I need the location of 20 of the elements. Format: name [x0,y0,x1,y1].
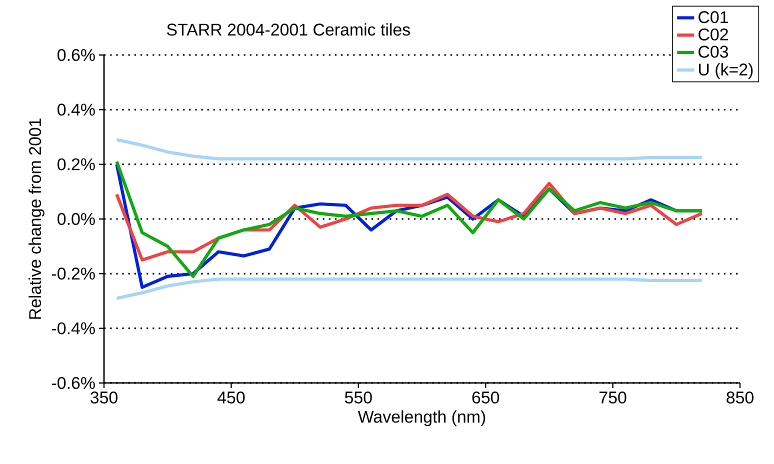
x-tick-label: 650 [472,392,500,404]
x-tick-label: 550 [344,392,372,404]
x-axis-title: Wavelength (nm) [358,410,486,426]
legend-label: U (k=2) [699,63,753,79]
y-tick-label: 0.2% [58,158,95,170]
x-tick-label: 450 [217,392,245,404]
y-axis-title: Relative change from 2001 [28,118,44,319]
legend-label: C01 [698,11,728,24]
y-tick-label: -0.2% [52,268,95,280]
y-tick-label: 0.0% [58,212,95,225]
x-tick-label: 350 [90,392,118,404]
x-tick-label: 850 [726,392,754,404]
y-tick-label: -0.4% [52,322,95,334]
legend-label: C02 [698,28,728,40]
legend-label: C03 [698,46,728,58]
chart-title: STARR 2004-2001 Ceramic tiles [167,23,410,36]
y-tick-label: 0.4% [58,104,95,116]
y-tick-label: 0.6% [58,48,95,61]
y-tick-label: -0.6% [52,376,95,389]
x-tick-label: 750 [600,392,626,404]
